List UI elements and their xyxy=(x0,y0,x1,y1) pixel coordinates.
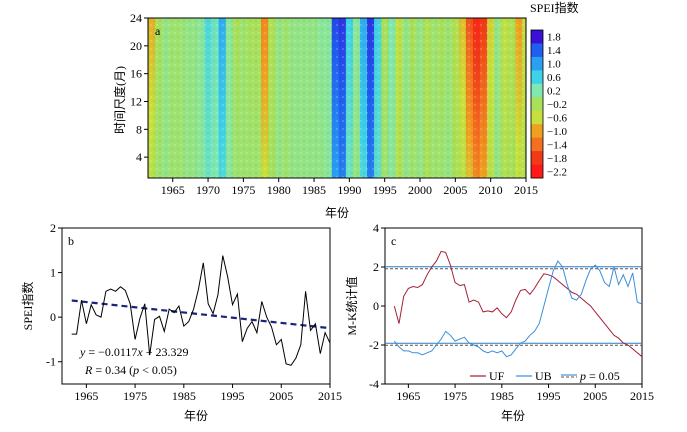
trend-line xyxy=(71,299,330,330)
colorbar-cell xyxy=(531,56,543,71)
panel-b-y-tick-label: 1 xyxy=(50,266,56,280)
panel-c-label: c xyxy=(391,234,396,248)
trend-statistics: R = 0.34 (p < 0.05) xyxy=(84,363,177,377)
heatmap-x-tick-label: 2000 xyxy=(408,183,432,197)
panel-b-x-tick-label: 1965 xyxy=(74,389,98,403)
heatmap-x-tick-label: 2015 xyxy=(514,183,538,197)
heatmap-x-tick-label: 1975 xyxy=(231,183,255,197)
panel-c-x-tick-label: 2015 xyxy=(630,389,654,403)
heatmap-texture xyxy=(148,18,526,178)
colorbar-cell xyxy=(531,70,543,85)
spei-series-line xyxy=(71,255,330,366)
legend-ub-label: UB xyxy=(535,369,552,383)
panel-a-label: a xyxy=(155,24,161,38)
heatmap-x-label: 年份 xyxy=(325,206,349,220)
panel-c-y-tick-label: 4 xyxy=(373,221,379,235)
heatmap-x-tick-label: 1985 xyxy=(302,183,326,197)
panel-a: a 1965 1970 1975 1980 1985 1990 1995 2000 2005 20… xyxy=(112,0,579,220)
heatmap-y-tick-label: 4 xyxy=(136,150,142,164)
colorbar-cell xyxy=(531,83,543,98)
significance-lines xyxy=(385,266,642,346)
heatmap-y-tick-label: 8 xyxy=(136,122,142,136)
colorbar-tick-label: 0.2 xyxy=(547,86,561,98)
panel-b-label: b xyxy=(68,234,74,248)
heatmap-y-tick-label: 24 xyxy=(130,11,142,25)
colorbar: SPEI指数 1.81.4 1.00.6 0.2−0.2−0.6 −1.0−1.4 −1… xyxy=(530,0,579,179)
panel-b-y-tick-label: 2 xyxy=(50,221,56,235)
panel-c-x-tick-label: 1975 xyxy=(443,389,467,403)
colorbar-cell xyxy=(531,110,543,125)
panel-c-y-tick-label: -2 xyxy=(369,338,379,352)
colorbar-cell xyxy=(531,164,543,179)
colorbar-cell xyxy=(531,43,543,58)
panel-b-x-tick-label: 2005 xyxy=(269,389,293,403)
heatmap-x-tick-label: 1970 xyxy=(196,183,220,197)
panel-b: b 1965 1975 1985 1995 2005 2015 -1 0 1 2 y = −0.0… xyxy=(20,221,342,423)
uf-series-line xyxy=(393,250,642,358)
heatmap-y-tick-label: 16 xyxy=(130,67,142,81)
heatmap-y-tick-label: 12 xyxy=(130,94,142,108)
panel-c-y-label: M-K统计值 xyxy=(344,276,359,335)
panel-c-x-tick-label: 2005 xyxy=(583,389,607,403)
colorbar-frame xyxy=(530,29,544,179)
panel-c-legend: UF UB p = 0.05 xyxy=(470,369,620,383)
legend-uf-label: UF xyxy=(489,369,505,383)
heatmap-y-ticks: 4 8 12 16 20 24 xyxy=(130,11,148,164)
heatmap-y-label: 时间尺度(月) xyxy=(112,66,127,134)
colorbar-tick-label: 1.0 xyxy=(547,59,561,71)
panel-c-y-tick-label: 0 xyxy=(373,299,379,313)
colorbar-tick-label: 1.4 xyxy=(547,45,561,57)
colorbar-cell xyxy=(531,137,543,152)
panel-c-ticks: 1965 1975 1985 1995 2005 2015 -4 -2 0 2 4 xyxy=(369,221,654,403)
colorbar-cell xyxy=(531,97,543,112)
panel-b-y-tick-label: 0 xyxy=(50,310,56,324)
heatmap-x-tick-label: 2005 xyxy=(443,183,467,197)
colorbar-cell xyxy=(531,151,543,165)
heatmap-x-tick-label: 2010 xyxy=(479,183,503,197)
panel-b-y-tick-label: -1 xyxy=(46,355,56,369)
panel-c-y-tick-label: -4 xyxy=(369,377,379,391)
colorbar-tick-label: −2.2 xyxy=(547,166,567,178)
trend-equation: y = −0.0117x + 23.329 xyxy=(79,345,189,359)
panel-c-y-tick-label: 2 xyxy=(373,260,379,274)
panel-b-x-tick-label: 1995 xyxy=(221,389,245,403)
panel-b-x-label: 年份 xyxy=(184,409,208,423)
panel-b-frame xyxy=(61,227,331,385)
heatmap-x-tick-label: 1995 xyxy=(373,183,397,197)
legend-significance-label: p = 0.05 xyxy=(579,369,620,383)
colorbar-tick-label: −0.2 xyxy=(547,99,567,111)
panel-b-ticks: 1965 1975 1985 1995 2005 2015 -1 0 1 2 xyxy=(46,221,342,403)
heatmap-x-ticks: 1965 1970 1975 1980 1985 1990 1995 2000 2005 2010… xyxy=(161,178,538,197)
panel-c-x-label: 年份 xyxy=(501,409,525,423)
panel-c-x-tick-label: 1985 xyxy=(490,389,514,403)
panel-b-x-tick-label: 1985 xyxy=(172,389,196,403)
panel-b-x-tick-label: 1975 xyxy=(123,389,147,403)
colorbar-labels: 1.81.4 1.00.6 0.2−0.2−0.6 −1.0−1.4 −1.8−2.2 xyxy=(547,32,567,179)
colorbar-title: SPEI指数 xyxy=(530,0,579,15)
panel-b-x-tick-label: 2015 xyxy=(318,389,342,403)
heatmap-x-tick-label: 1965 xyxy=(161,183,185,197)
ub-series-line xyxy=(393,260,642,358)
colorbar-tick-label: −1.0 xyxy=(547,126,567,138)
panel-c: c 1965 1975 1985 1995 2005 2015 -4 -2 0 2 4 UF UB … xyxy=(344,221,654,423)
heatmap-x-tick-label: 1990 xyxy=(337,183,361,197)
panel-b-y-label: SPEI指数 xyxy=(20,282,35,331)
heatmap-frame xyxy=(147,17,527,179)
colorbar-tick-label: 0.6 xyxy=(547,72,561,84)
colorbar-tick-label: −1.8 xyxy=(547,153,567,165)
heatmap-x-tick-label: 1980 xyxy=(267,183,291,197)
panel-c-x-tick-label: 1995 xyxy=(537,389,561,403)
colorbar-tick-label: 1.8 xyxy=(547,32,561,44)
colorbar-cell xyxy=(531,124,543,139)
panel-c-x-tick-label: 1965 xyxy=(396,389,420,403)
heatmap-y-tick-label: 20 xyxy=(130,39,142,53)
colorbar-tick-label: −1.4 xyxy=(547,139,567,151)
colorbar-cell xyxy=(531,30,543,44)
colorbar-tick-label: −0.6 xyxy=(547,112,567,124)
